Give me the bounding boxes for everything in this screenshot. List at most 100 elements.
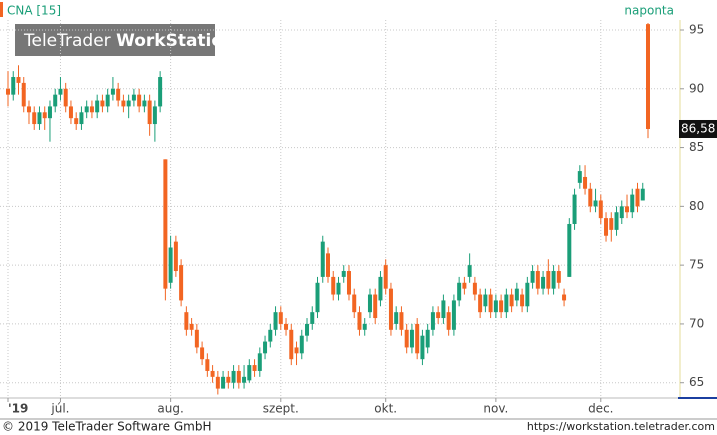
candle-body	[614, 212, 619, 230]
candle-body	[147, 100, 152, 125]
candle-body	[257, 353, 262, 371]
candle-body	[315, 282, 320, 313]
candle-body	[346, 271, 351, 295]
candle-body	[105, 94, 110, 107]
y-tick-label: 70	[689, 316, 704, 330]
candle-body	[341, 271, 346, 277]
last-price-box	[679, 119, 717, 138]
candle-body	[68, 106, 73, 119]
candle-body	[441, 300, 446, 319]
candle-body	[520, 294, 525, 307]
candle-body	[593, 200, 598, 207]
candle-body	[451, 300, 456, 330]
candle-body	[525, 282, 530, 307]
candle-body	[236, 370, 241, 383]
candle-body	[200, 347, 205, 360]
candle-body	[100, 100, 105, 107]
x-tick-label: aug.	[157, 402, 183, 416]
candle-body	[562, 294, 567, 301]
candle-body	[362, 323, 367, 330]
candle-body	[79, 112, 84, 125]
candle-body	[137, 94, 142, 107]
candle-body	[110, 88, 115, 95]
candle-body	[357, 312, 362, 330]
candle-body	[394, 312, 399, 324]
candle-body	[541, 276, 546, 289]
candle-body	[546, 271, 551, 289]
candle-body	[74, 118, 79, 125]
candle-body	[168, 247, 173, 283]
candle-body	[273, 312, 278, 330]
candle-body	[577, 171, 582, 183]
candle-body	[47, 106, 52, 119]
candle-body	[326, 253, 330, 277]
candle-body	[462, 282, 467, 289]
candle-body	[215, 376, 220, 389]
candle-body	[499, 300, 504, 313]
candle-body	[252, 365, 257, 371]
candle-body	[142, 100, 147, 107]
x-tick-label: dec.	[588, 402, 613, 416]
candle-body	[483, 294, 488, 307]
candle-body	[11, 77, 16, 95]
candle-body	[231, 370, 236, 383]
candle-body	[430, 312, 435, 330]
candle-body	[42, 112, 47, 119]
candle-body	[635, 188, 640, 207]
footer-copyright: © 2019 TeleTrader Software GmbH	[2, 420, 212, 434]
symbol-marker	[0, 2, 3, 17]
y-tick-label: 65	[689, 375, 704, 389]
candle-body	[472, 282, 477, 295]
x-tick-label: júl.	[50, 402, 69, 416]
candle-body	[436, 312, 441, 319]
candle-body	[158, 77, 163, 107]
candle-body	[184, 312, 189, 330]
candle-body	[646, 24, 650, 129]
candle-body	[535, 271, 540, 289]
candle-body	[53, 94, 58, 107]
candle-body	[625, 206, 630, 213]
y-tick-label: 80	[689, 199, 704, 213]
candle-body	[420, 335, 425, 360]
candle-body	[226, 376, 231, 383]
x-tick-label: '19	[8, 402, 28, 416]
candle-body	[467, 265, 472, 277]
candle-body	[263, 341, 268, 354]
candle-body	[84, 106, 89, 113]
candle-body	[268, 329, 273, 342]
candle-body	[284, 323, 289, 330]
candle-body	[336, 282, 341, 295]
candle-body	[95, 100, 100, 113]
candle-body	[320, 241, 325, 277]
candle-body	[179, 265, 184, 301]
candle-body	[446, 312, 451, 330]
candle-body	[189, 323, 194, 330]
candle-body	[163, 159, 168, 289]
candle-body	[567, 223, 572, 277]
candle-body	[242, 376, 247, 383]
candle-body	[457, 282, 462, 301]
candle-body	[131, 94, 136, 101]
candle-body	[504, 294, 509, 313]
candle-body	[478, 294, 483, 313]
candle-body	[194, 329, 199, 348]
candle-body	[530, 271, 535, 283]
candle-body	[116, 88, 121, 101]
candle-body	[58, 88, 63, 95]
logo-box	[15, 24, 215, 56]
candle-body	[126, 100, 131, 107]
candle-body	[26, 106, 31, 113]
x-tick-label: nov.	[483, 402, 508, 416]
candle-body	[583, 176, 588, 189]
candle-body	[551, 271, 556, 289]
candle-body	[299, 335, 304, 354]
candle-body	[509, 294, 514, 307]
candle-body	[310, 312, 315, 324]
symbol: CNA [15]	[7, 4, 61, 18]
interval: naponta	[624, 4, 674, 18]
candle-body	[32, 112, 37, 125]
candle-body	[21, 82, 26, 107]
candle-body	[173, 241, 178, 272]
